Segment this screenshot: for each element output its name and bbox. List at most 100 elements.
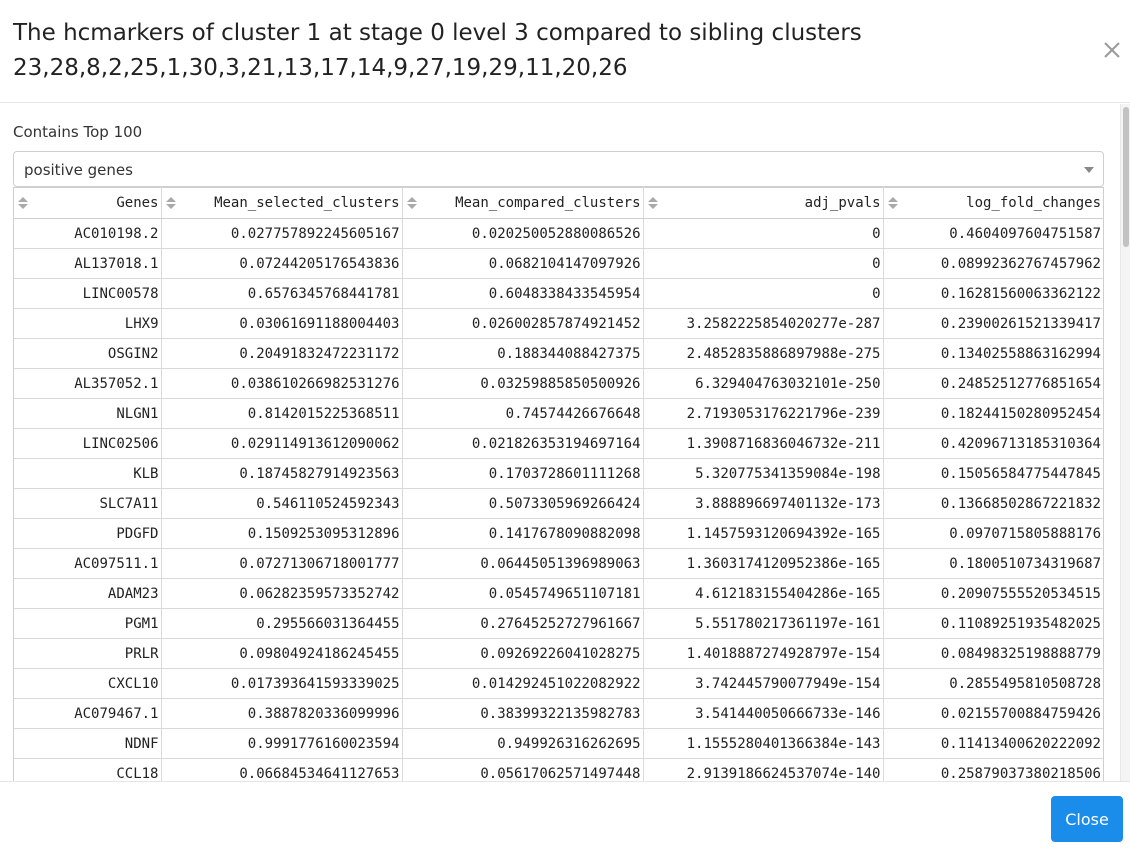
column-header[interactable]: Genes [14, 187, 162, 219]
table-cell: 0.15056584775447845 [882, 458, 1103, 489]
modal-body: Contains Top 100 positive genes Genes Mea… [0, 104, 1130, 781]
table-cell: 2.4852835886897988e-275 [642, 338, 884, 369]
table-cell: NLGN1 [14, 398, 162, 429]
markers-table: Genes Mean_selected_clusters Mean_compared… [14, 187, 1103, 781]
column-header-label: Mean_compared_clusters [455, 195, 641, 211]
table-cell: 0.18745827914923563 [160, 458, 403, 489]
column-header-label: log_fold_changes [966, 195, 1101, 211]
table-cell: PRLR [14, 638, 162, 669]
table-cell: 0.017393641593339025 [160, 668, 403, 699]
table-cell: 0.0682104147097926 [401, 248, 644, 279]
gene-type-select[interactable]: positive genes [13, 151, 1104, 187]
modal-title: The hcmarkers of cluster 1 at stage 0 le… [13, 20, 862, 81]
table-cell: 0.0545749651107181 [401, 578, 644, 609]
table-row: AC097511.1 0.07271306718001777 0.064450513… [14, 548, 1103, 579]
table-cell: 1.3908716836046732e-211 [642, 428, 884, 459]
close-button[interactable]: Close [1051, 796, 1123, 842]
column-header-label: Genes [116, 195, 159, 211]
modal-header: The hcmarkers of cluster 1 at stage 0 le… [0, 0, 1130, 103]
table-cell: 0.2855495810508728 [882, 668, 1103, 699]
table-cell: PDGFD [14, 518, 162, 549]
table-cell: AC079467.1 [14, 698, 162, 729]
table-cell: 0.1417678090882098 [401, 518, 644, 549]
table-row: ADAM23 0.06282359573352742 0.0545749651107… [14, 578, 1103, 609]
table-cell: 0.188344088427375 [401, 338, 644, 369]
table-row: AC079467.1 0.3887820336099996 0.3839932213… [14, 698, 1103, 729]
close-icon[interactable] [1098, 36, 1126, 64]
table-cell: 3.541440050666733e-146 [642, 698, 884, 729]
table-cell: 0.06684534641127653 [160, 758, 403, 781]
table-cell: 0.1800510734319687 [882, 548, 1103, 579]
table-cell: LINC02506 [14, 428, 162, 459]
table-cell: 0.09804924186245455 [160, 638, 403, 669]
table-cell: CCL18 [14, 758, 162, 781]
column-header-label: Mean_selected_clusters [214, 195, 400, 211]
table-row: LINC00578 0.6576345768441781 0.60483384335… [14, 278, 1103, 309]
table-cell: 0.014292451022082922 [401, 668, 644, 699]
table-cell: 0.08498325198888779 [882, 638, 1103, 669]
table-cell: 0.06282359573352742 [160, 578, 403, 609]
table-cell: SLC7A11 [14, 488, 162, 519]
table-cell: OSGIN2 [14, 338, 162, 369]
table-cell: 0.8142015225368511 [160, 398, 403, 429]
table-cell: 0.0970715805888176 [882, 518, 1103, 549]
table-cell: 1.4018887274928797e-154 [642, 638, 884, 669]
table-cell: 3.742445790077949e-154 [642, 668, 884, 699]
scrollbar-thumb[interactable] [1123, 107, 1129, 247]
table-row: PGM1 0.295566031364455 0.27645252727961667… [14, 608, 1103, 639]
table-cell: 0.05617062571497448 [401, 758, 644, 781]
table-row: SLC7A11 0.546110524592343 0.50733059692664… [14, 488, 1103, 519]
table-cell: 4.612183155404286e-165 [642, 578, 884, 609]
table-cell: 0.13402558863162994 [882, 338, 1103, 369]
column-header[interactable]: log_fold_changes [882, 187, 1103, 219]
table-cell: 0.1703728601111268 [401, 458, 644, 489]
table-header-row: Genes Mean_selected_clusters Mean_compared… [14, 187, 1103, 219]
scrollbar-track[interactable] [1120, 104, 1130, 781]
table-cell: LHX9 [14, 308, 162, 339]
table-cell: 0.23900261521339417 [882, 308, 1103, 339]
table-cell: ADAM23 [14, 578, 162, 609]
table-cell: 0.03259885850500926 [401, 368, 644, 399]
table-cell: 0.6576345768441781 [160, 278, 403, 309]
table-cell: 5.320775341359084e-198 [642, 458, 884, 489]
column-header[interactable]: Mean_compared_clusters [401, 187, 644, 219]
table-cell: 0.06445051396989063 [401, 548, 644, 579]
table-cell: 0.038610266982531276 [160, 368, 403, 399]
table-cell: 0.029114913612090062 [160, 428, 403, 459]
table-row: CXCL10 0.017393641593339025 0.014292451022… [14, 668, 1103, 699]
table-cell: 0.07244205176543836 [160, 248, 403, 279]
table-cell: 2.9139186624537074e-140 [642, 758, 884, 781]
table-row: AC010198.2 0.027757892245605167 0.02025005… [14, 218, 1103, 249]
sort-icon[interactable] [406, 197, 417, 211]
table-cell: AC010198.2 [14, 218, 162, 249]
column-header[interactable]: Mean_selected_clusters [160, 187, 403, 219]
table-cell: 0.74574426676648 [401, 398, 644, 429]
table-cell: 0.03061691188004403 [160, 308, 403, 339]
table-cell: KLB [14, 458, 162, 489]
filter-label: Contains Top 100 [13, 123, 143, 141]
table-row: NDNF 0.9991776160023594 0.949926316262695 1… [14, 728, 1103, 759]
table-cell: 0.25879037380218506 [882, 758, 1103, 781]
column-header[interactable]: adj_pvals [642, 187, 884, 219]
table-cell: 0.16281560063362122 [882, 278, 1103, 309]
sort-icon[interactable] [887, 197, 898, 211]
table-cell: 2.7193053176221796e-239 [642, 398, 884, 429]
table-cell: 0.026002857874921452 [401, 308, 644, 339]
table-cell: 0.027757892245605167 [160, 218, 403, 249]
table-cell: 0.07271306718001777 [160, 548, 403, 579]
table-cell: 0.9991776160023594 [160, 728, 403, 759]
table-cell: 0.020250052880086526 [401, 218, 644, 249]
table-cell: 0.11413400620222092 [882, 728, 1103, 759]
sort-icon[interactable] [18, 197, 28, 211]
select-value: positive genes [24, 161, 133, 179]
sort-icon[interactable] [165, 197, 176, 211]
table-cell: 1.1457593120694392e-165 [642, 518, 884, 549]
table-cell: 0.08992362767457962 [882, 248, 1103, 279]
table-cell: 0.295566031364455 [160, 608, 403, 639]
table-cell: 3.2582225854020277e-287 [642, 308, 884, 339]
table-cell: 0.546110524592343 [160, 488, 403, 519]
table-cell: 0.4604097604751587 [882, 218, 1103, 249]
table-cell: 0.42096713185310364 [882, 428, 1103, 459]
table-cell: 0.38399322135982783 [401, 698, 644, 729]
sort-icon[interactable] [647, 197, 658, 211]
